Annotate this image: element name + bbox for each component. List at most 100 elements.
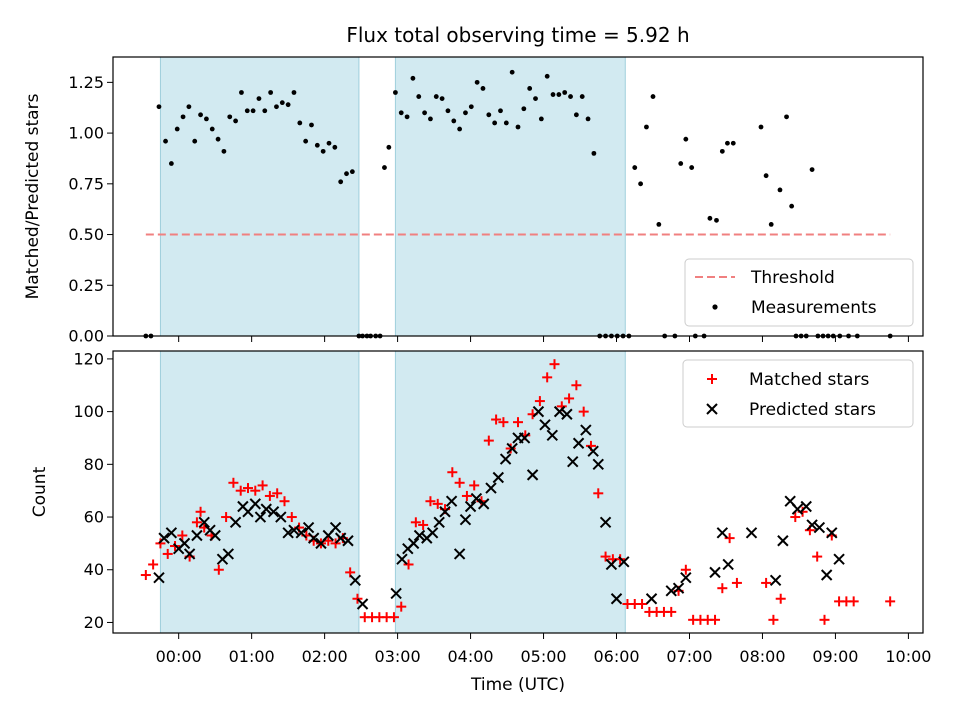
predicted-point	[191, 529, 203, 542]
predicted-point	[610, 593, 623, 605]
predicted-point	[492, 471, 505, 484]
matched-point	[410, 517, 421, 528]
measurement-point	[404, 114, 410, 120]
predicted-point	[439, 506, 451, 518]
matched-point	[819, 614, 830, 625]
predicted-point	[433, 516, 445, 529]
predicted-point	[546, 429, 559, 442]
measurement-point	[719, 148, 725, 154]
matched-point	[534, 396, 545, 407]
measurement-point	[428, 116, 433, 122]
bottom-legend-box	[682, 359, 914, 428]
matched-point	[491, 414, 502, 425]
measurement-point	[632, 165, 638, 170]
measurement-point	[382, 165, 387, 170]
measurement-point	[486, 112, 492, 118]
measurement-point	[174, 126, 180, 132]
measurement-point	[180, 114, 186, 120]
predicted-point	[267, 506, 280, 518]
predicted-point	[580, 424, 592, 436]
predicted-point	[722, 558, 734, 571]
top-ytick-label: 0.25	[68, 276, 104, 295]
matched-point	[542, 372, 553, 383]
measurement-point	[274, 104, 279, 110]
predicted-point	[329, 521, 342, 534]
predicted-point	[302, 521, 315, 534]
measurement-point	[585, 116, 591, 122]
legend-measurements-label: Measurements	[751, 298, 877, 318]
predicted-point	[680, 571, 692, 584]
matched-point	[885, 596, 896, 607]
measurement-point	[656, 222, 662, 227]
predicted-point	[672, 582, 685, 594]
measurement-point	[386, 144, 392, 150]
bottom-ytick-label: 120	[73, 349, 104, 368]
measurement-point	[789, 203, 795, 209]
predicted-point	[499, 453, 512, 465]
measurement-point	[538, 116, 544, 122]
measurement-point	[279, 100, 285, 106]
measurement-point	[498, 108, 503, 114]
bottom-xtick-label: 06:00	[593, 647, 639, 666]
top-axes-frame	[112, 56, 924, 337]
predicted-point	[553, 405, 566, 418]
measurement-point	[463, 110, 468, 116]
measurement-point	[457, 126, 463, 132]
matched-point	[148, 559, 159, 570]
matched-point	[710, 614, 721, 625]
matched-point	[388, 612, 399, 623]
predicted-point	[295, 527, 307, 539]
bottom-xtick-label: 09:00	[812, 647, 858, 666]
predicted-point	[390, 587, 402, 600]
bottom-axes-frame	[112, 350, 924, 634]
bottom-xtick-label: 04:00	[448, 647, 494, 666]
measurement-point	[309, 122, 314, 128]
measurement-point	[349, 169, 355, 175]
measurement-point	[239, 90, 244, 95]
predicted-point	[485, 482, 497, 494]
predicted-point	[165, 527, 178, 539]
observing-window-1	[394, 350, 626, 634]
predicted-point	[567, 455, 579, 468]
measurement-point	[468, 104, 474, 110]
matched-point	[140, 570, 151, 581]
measurement-point	[204, 116, 209, 122]
predicted-point	[599, 516, 612, 529]
predicted-point	[561, 408, 573, 420]
measurement-point	[650, 94, 656, 99]
bottom-y-axis-label: Count	[30, 466, 50, 517]
measurement-point	[244, 108, 250, 114]
predicted-point	[813, 521, 826, 534]
measurement-point	[198, 112, 203, 118]
top-x-ticks	[178, 336, 909, 342]
predicted-point	[806, 519, 818, 531]
chart-title: Flux total observing time = 5.92 h	[346, 23, 689, 47]
measurement-point	[492, 120, 498, 126]
observing-window-0	[159, 350, 360, 634]
measurement-point	[445, 108, 451, 114]
measurement-point	[250, 108, 256, 114]
measurement-point	[678, 161, 684, 166]
observing-window-1	[394, 56, 626, 337]
measurement-point	[515, 124, 521, 130]
matched-point	[162, 548, 173, 559]
measurement-point	[809, 167, 815, 173]
matched-point	[593, 488, 604, 499]
measurement-point	[768, 222, 774, 227]
measurement-point	[714, 217, 719, 223]
measurement-point	[233, 118, 238, 124]
count-panel: 20 40 60 80 100 120 00:00 01:00 02:00 03:00 04:00…	[30, 349, 931, 695]
top-legend: Threshold Measurements	[684, 258, 914, 327]
predicted-point	[453, 548, 466, 560]
matched-point	[731, 577, 742, 588]
measurement-point	[262, 108, 268, 114]
measurement-point	[320, 148, 326, 154]
bottom-ytick-label: 80	[84, 455, 104, 474]
matched-point	[221, 512, 232, 523]
predicted-point	[413, 529, 426, 542]
predicted-point	[745, 527, 758, 539]
predicted-point	[709, 566, 721, 579]
measurement-point	[227, 114, 233, 120]
predicted-point	[769, 574, 782, 586]
